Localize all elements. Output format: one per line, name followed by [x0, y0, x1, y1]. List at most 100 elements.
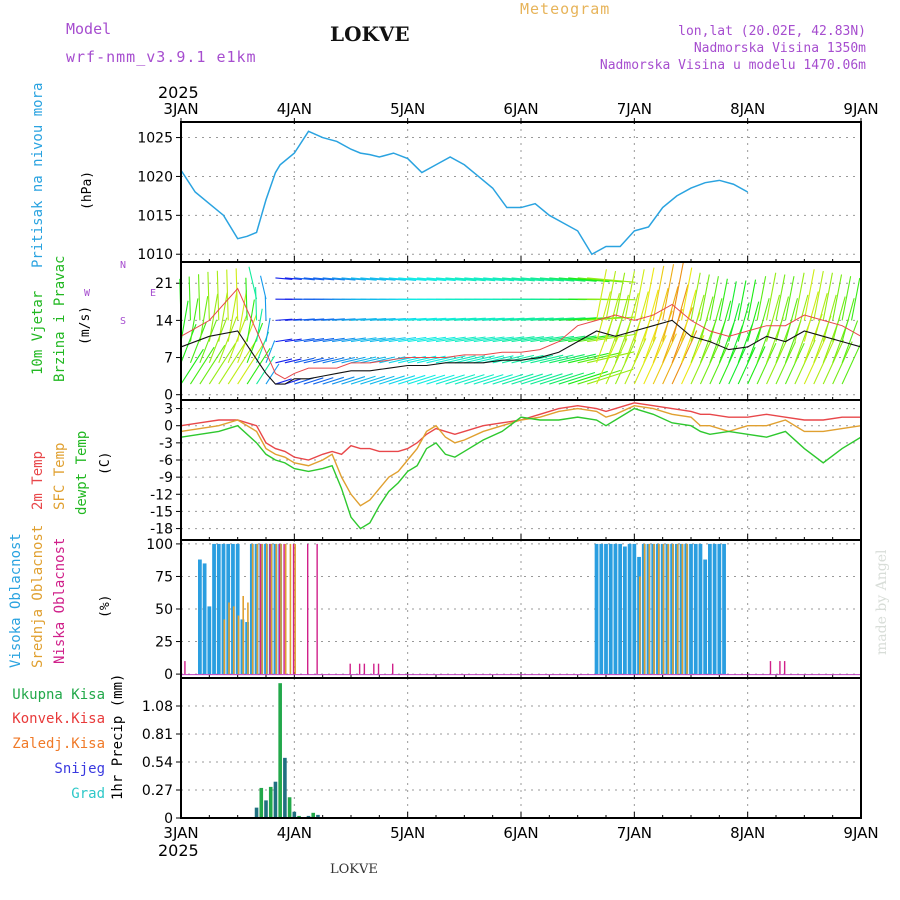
- cloud-high-bar: [212, 543, 216, 675]
- cloud-low-bar: [779, 661, 781, 675]
- wind-vector: [341, 277, 367, 281]
- wind-vector: [331, 376, 355, 385]
- pressure-line: [180, 130, 749, 256]
- wind-vector: [492, 336, 525, 343]
- cloud-mid-bar: [643, 543, 646, 675]
- wind-vector: [520, 373, 553, 385]
- wind-vector: [464, 277, 496, 282]
- wind-vector: [435, 374, 465, 385]
- wind-vector: [303, 357, 324, 364]
- wind-vector: [284, 318, 302, 321]
- cloud-low-bar: [292, 543, 295, 675]
- cloud-high-bar: [651, 543, 656, 675]
- wind-vector: [520, 277, 554, 282]
- wind-vector: [369, 277, 396, 281]
- wind-vector: [747, 279, 757, 321]
- cloud-low-bar: [377, 663, 380, 675]
- top-day-label: 7JAN: [617, 100, 652, 118]
- wind-vector: [709, 298, 723, 342]
- cloud-high-bar: [712, 543, 717, 675]
- cloud-high-bar: [698, 543, 703, 675]
- wind-vector: [596, 269, 607, 321]
- wind-vector: [207, 271, 210, 321]
- wind-vector: [199, 296, 209, 342]
- wind-vector: [502, 336, 535, 343]
- wind-vector: [189, 321, 207, 364]
- wind-vector: [341, 337, 366, 343]
- wind-vector: [794, 272, 805, 321]
- cloud-high-bar: [226, 543, 231, 675]
- cloud-mid-bar: [242, 595, 244, 675]
- wind-vector: [246, 322, 264, 364]
- wind-vector: [445, 374, 476, 385]
- wind-vector: [549, 354, 585, 364]
- elevation-label: Nadmorska Visina 1350m: [693, 41, 866, 56]
- wind-vector: [671, 284, 689, 342]
- wind-vector: [369, 337, 396, 343]
- wind-vector: [322, 337, 345, 343]
- wind-vector: [737, 324, 753, 364]
- wind-vector: [784, 342, 805, 385]
- wind-vector: [483, 374, 513, 385]
- wind-vector: [586, 351, 635, 364]
- y-tick-label: 25: [155, 635, 173, 651]
- wind-vector: [227, 341, 257, 385]
- model-name: wrf-nmm_v3.9.1 e1km: [66, 48, 257, 66]
- precip-bar: [287, 797, 292, 818]
- wind-vector: [256, 308, 263, 342]
- sfc-temp-line: [180, 404, 862, 507]
- wind-vector: [539, 354, 574, 364]
- wind-vector: [737, 302, 750, 342]
- wind-vector: [539, 335, 575, 343]
- top-day-label: 6JAN: [503, 100, 538, 118]
- wind-vector: [530, 336, 564, 343]
- cloud-mid-bar: [247, 602, 249, 675]
- wind-vector: [369, 375, 395, 385]
- cloud-high-bar: [202, 563, 207, 675]
- wind-vector: [747, 346, 766, 385]
- wind-vector: [464, 374, 495, 385]
- wind-vector: [718, 345, 738, 385]
- station-title: LOKVE: [330, 22, 410, 46]
- y-tick-label: 7: [164, 351, 173, 367]
- wind-vector: [426, 374, 455, 385]
- wind-vector: [681, 289, 697, 342]
- cloud-low-bar: [769, 661, 772, 675]
- wind-vector: [558, 335, 597, 343]
- wind-vector: [501, 354, 535, 364]
- panel-frame: [180, 677, 862, 819]
- wind-vector: [737, 346, 756, 385]
- wind-vector: [652, 265, 665, 321]
- wind-vector: [237, 340, 267, 385]
- wind-vector: [473, 336, 505, 343]
- cloud-mid-bar: [228, 602, 230, 675]
- wind-vector: [445, 277, 477, 282]
- wind-vector: [226, 269, 229, 321]
- wind-vector: [822, 294, 837, 342]
- model-elevation-label: Nadmorska Visina u modelu 1470.06m: [599, 58, 866, 73]
- wind-vector: [350, 337, 377, 343]
- wind-vector: [199, 344, 226, 385]
- dewpoint-line: [180, 407, 862, 530]
- top-day-label: 3JAN: [163, 100, 198, 118]
- wind-vector: [728, 303, 740, 342]
- cloud-high-bar: [604, 543, 608, 675]
- wind-vector: [435, 277, 467, 282]
- wind-vector: [530, 354, 564, 364]
- cloud-mid-bar: [261, 543, 263, 675]
- wind-vector: [265, 363, 280, 385]
- wind-vector: [313, 357, 334, 364]
- wind-vector: [662, 286, 679, 342]
- bottom-day-label: 9JAN: [843, 824, 878, 842]
- footer-station: LOKVE: [330, 862, 378, 877]
- wind-vector: [350, 356, 377, 364]
- wind-vector: [256, 355, 276, 385]
- coords-label: lon,lat (20.02E, 42.83N): [678, 24, 866, 39]
- y-tick-label: 75: [155, 569, 173, 585]
- wind-vector: [549, 317, 586, 321]
- wind-vector: [756, 276, 767, 321]
- compass-n: N: [120, 260, 127, 271]
- cloud-low-bar: [783, 661, 786, 675]
- top-day-label: 5JAN: [390, 100, 425, 118]
- wind-vector: [199, 319, 218, 364]
